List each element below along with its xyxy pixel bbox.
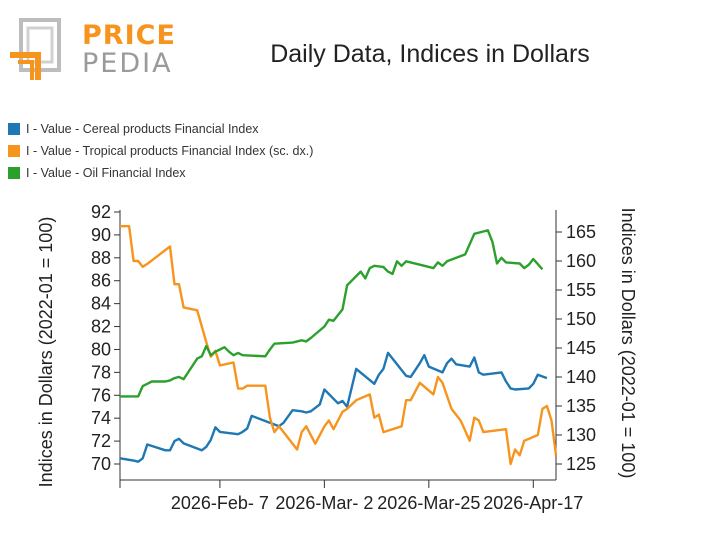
y-axis-title-right: Indices in Dollars (2022-01 = 100) — [618, 208, 638, 479]
y-left-tick-label: 82 — [91, 317, 111, 337]
y-left-tick-label: 76 — [91, 385, 111, 405]
legend-label-cereal: I - Value - Cereal products Financial In… — [26, 122, 259, 136]
x-tick-label: 2026-Apr-17 — [483, 493, 583, 513]
x-tick-label: 2026-Feb- 7 — [171, 493, 269, 513]
y-left-tick-label: 78 — [91, 362, 111, 382]
y-right-tick-label: 145 — [566, 338, 596, 358]
x-tick-label: 2026-Mar- 2 — [275, 493, 373, 513]
logo-word-price: PRICE — [82, 20, 176, 51]
legend-swatch-oil — [8, 167, 20, 179]
y-right-tick-label: 125 — [566, 454, 596, 474]
legend-label-oil: I - Value - Oil Financial Index — [26, 166, 186, 180]
x-tick-label: 2026-Mar-25 — [377, 493, 480, 513]
y-left-tick-label: 70 — [91, 454, 111, 474]
legend: I - Value - Cereal products Financial In… — [8, 118, 313, 184]
logo-word-pedia: PEDIA — [82, 48, 173, 79]
y-left-tick-label: 88 — [91, 248, 111, 268]
legend-item-oil[interactable]: I - Value - Oil Financial Index — [8, 162, 313, 184]
y-left-tick-label: 72 — [91, 431, 111, 451]
legend-label-tropical: I - Value - Tropical products Financial … — [26, 144, 314, 158]
y-right-tick-label: 155 — [566, 280, 596, 300]
pricepedia-logo: PRICE PEDIA — [8, 18, 175, 80]
series-line-cereal[interactable] — [119, 351, 548, 463]
y-right-tick-label: 135 — [566, 396, 596, 416]
y-left-tick-label: 84 — [91, 294, 111, 314]
legend-item-tropical[interactable]: I - Value - Tropical products Financial … — [8, 140, 313, 162]
y-left-tick-label: 86 — [91, 271, 111, 291]
legend-swatch-tropical — [8, 145, 20, 157]
chart-title: Daily Data, Indices in Dollars — [270, 40, 590, 68]
y-left-tick-label: 92 — [91, 202, 111, 222]
y-right-tick-label: 150 — [566, 309, 596, 329]
series-line-oil[interactable] — [120, 229, 544, 398]
y-right-tick-label: 165 — [566, 222, 596, 242]
series-line-tropical[interactable] — [120, 224, 558, 466]
y-left-tick-label: 74 — [91, 408, 111, 428]
y-right-tick-label: 130 — [566, 425, 596, 445]
y-right-tick-label: 140 — [566, 367, 596, 387]
y-left-tick-label: 90 — [91, 225, 111, 245]
legend-item-cereal[interactable]: I - Value - Cereal products Financial In… — [8, 118, 313, 140]
y-axis-title-left: Indices in Dollars (2022-01 = 100) — [36, 217, 56, 488]
series-lines — [119, 224, 558, 466]
logo-mark-icon — [10, 18, 61, 80]
y-right-tick-label: 160 — [566, 251, 596, 271]
y-left-tick-label: 80 — [91, 339, 111, 359]
legend-swatch-cereal — [8, 123, 20, 135]
